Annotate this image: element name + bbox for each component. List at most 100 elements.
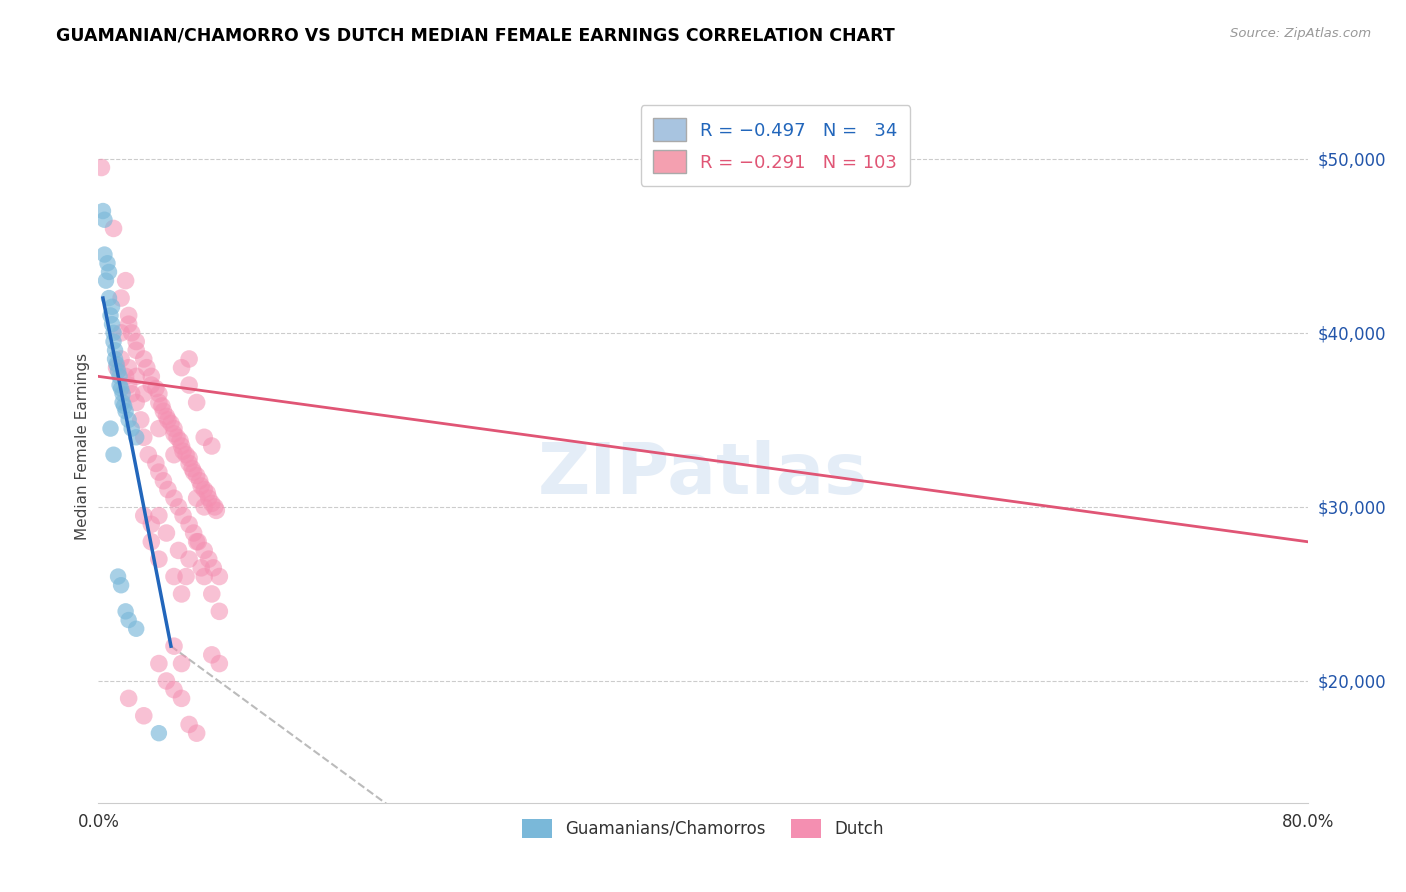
Point [163,426,186,441]
Point [136,448,159,462]
Point [187,534,209,549]
Point [163,639,186,653]
Point [155,673,177,688]
Point [103,221,125,235]
Point [163,421,186,435]
Point [201,439,224,453]
Point [190,479,212,493]
Point [148,508,170,523]
Point [167,500,190,514]
Point [148,421,170,435]
Point [125,622,148,636]
Point [208,657,231,671]
Point [193,569,215,583]
Point [104,343,127,358]
Point [186,491,208,506]
Point [132,351,155,366]
Point [201,587,224,601]
Point [121,386,143,401]
Point [152,404,174,418]
Point [91,204,114,219]
Point [107,569,129,583]
Point [103,448,125,462]
Point [205,503,228,517]
Point [141,517,163,532]
Point [125,369,148,384]
Point [90,161,112,175]
Point [118,613,141,627]
Point [181,461,204,475]
Point [110,291,132,305]
Point [100,309,122,323]
Point [98,265,121,279]
Point [169,434,191,448]
Point [93,212,115,227]
Text: Source: ZipAtlas.com: Source: ZipAtlas.com [1230,27,1371,40]
Point [190,561,212,575]
Point [170,587,193,601]
Point [179,457,201,471]
Point [103,326,125,340]
Point [94,274,117,288]
Y-axis label: Median Female Earnings: Median Female Earnings [75,352,90,540]
Point [201,496,224,510]
Point [100,421,122,435]
Legend: Guamanians/Chamorros, Dutch: Guamanians/Chamorros, Dutch [516,812,890,845]
Point [110,578,132,592]
Point [152,474,174,488]
Point [172,508,194,523]
Point [105,357,128,371]
Point [118,413,141,427]
Point [104,351,127,366]
Point [121,421,143,435]
Text: GUAMANIAN/CHAMORRO VS DUTCH MEDIAN FEMALE EARNINGS CORRELATION CHART: GUAMANIAN/CHAMORRO VS DUTCH MEDIAN FEMAL… [56,27,896,45]
Point [148,465,170,479]
Point [174,448,197,462]
Point [148,657,170,671]
Point [135,360,157,375]
Point [132,708,155,723]
Point [110,326,132,340]
Point [118,378,141,392]
Point [125,395,148,409]
Point [156,483,179,497]
Point [167,543,190,558]
Point [148,395,170,409]
Point [148,552,170,566]
Point [172,444,194,458]
Point [141,369,163,384]
Point [93,247,115,261]
Text: ZIPatlas: ZIPatlas [538,440,868,509]
Point [163,491,186,506]
Point [132,430,155,444]
Point [110,351,132,366]
Point [155,409,177,424]
Point [111,386,134,401]
Point [118,360,141,375]
Point [174,569,197,583]
Point [96,256,118,270]
Point [129,413,152,427]
Point [195,486,218,500]
Point [201,648,224,662]
Point [132,386,155,401]
Point [118,691,141,706]
Point [208,604,231,618]
Point [188,474,211,488]
Point [179,552,201,566]
Point [108,369,131,384]
Point [170,439,193,453]
Point [114,604,136,618]
Point [155,526,177,541]
Point [112,399,135,413]
Point [204,500,226,514]
Point [186,726,208,740]
Point [170,360,193,375]
Point [125,430,148,444]
Point [111,395,134,409]
Point [101,317,124,331]
Point [114,369,136,384]
Point [98,291,121,305]
Point [150,399,173,413]
Point [170,657,193,671]
